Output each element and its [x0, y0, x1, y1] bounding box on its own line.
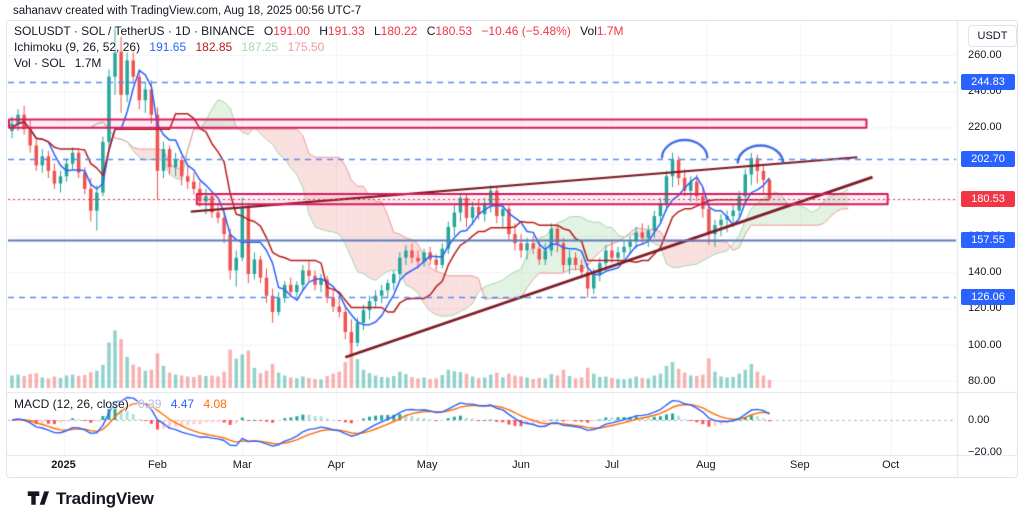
ichimoku-lead-a-value: 187.25 [241, 40, 279, 54]
price-tick-label: 100.00 [968, 338, 1002, 351]
vol-sol-value: 1.7M [74, 56, 102, 70]
time-axis-label: Jun [512, 459, 530, 471]
price-level-badge: 126.06 [961, 289, 1015, 306]
macd-tick-label: 0.00 [968, 414, 990, 426]
price-level-badge: 157.55 [961, 232, 1015, 249]
ichimoku-lead-b-value: 175.50 [287, 40, 325, 54]
time-axis-label: May [416, 459, 438, 471]
brand-footer: TradingView [26, 487, 154, 510]
symbol-title: SOLUSDT · SOL / TetherUS · 1D · BINANCE [14, 24, 255, 38]
close-value: 180.53 [435, 24, 473, 38]
time-axis-label: Mar [232, 459, 252, 471]
chart-legend: SOLUSDT · SOL / TetherUS · 1D · BINANCE … [14, 24, 624, 72]
currency-toggle-button[interactable]: USDT [968, 25, 1017, 47]
legend-volume-row[interactable]: Vol · SOL 1.7M [14, 56, 624, 71]
macd-signal-value: 4.08 [203, 397, 227, 411]
macd-legend-row[interactable]: MACD (12, 26, close) 0.39 4.47 4.08 [14, 397, 227, 411]
price-tick-label: 140.00 [968, 266, 1002, 279]
time-axis-label: Aug [696, 459, 716, 471]
low-value: 180.22 [380, 24, 418, 38]
ichimoku-conversion-value: 191.65 [149, 40, 187, 54]
price-tick-label: 120.00 [968, 302, 1002, 315]
time-axis-label: Apr [327, 459, 345, 471]
change-value: −10.46 (−5.48%) [481, 24, 571, 38]
close-label: C [426, 24, 436, 38]
price-tick-label: 260.00 [968, 49, 1002, 61]
price-level-badge: 202.70 [961, 150, 1015, 167]
macd-line-value: 4.47 [170, 397, 195, 411]
attribution-text: sahanavv created with TradingView.com, A… [13, 5, 362, 17]
time-axis-label: Jul [604, 459, 619, 471]
open-label: O [263, 24, 274, 38]
high-value: 191.33 [327, 24, 365, 38]
open-value: 191.00 [273, 24, 310, 38]
macd-label: MACD (12, 26, close) [14, 397, 129, 411]
price-tick-label: 220.00 [968, 121, 1002, 134]
time-axis-label: Oct [882, 459, 900, 471]
time-axis-label: 2025 [51, 459, 76, 471]
time-axis-label: Feb [147, 459, 167, 471]
macd-tick-label: −20.00 [968, 446, 1002, 458]
high-label: H [319, 24, 328, 38]
low-label: L [373, 24, 381, 38]
vol-sol-label: Vol · SOL [14, 56, 66, 70]
time-axis[interactable]: 2025 Feb Mar Apr May Jun Jul Aug Sep Oct [7, 456, 957, 478]
tradingview-logo-icon [27, 491, 49, 505]
legend-symbol-row[interactable]: SOLUSDT · SOL / TetherUS · 1D · BINANCE … [14, 24, 624, 39]
price-tick-label: 80.00 [968, 374, 996, 387]
volume-value: 1.7M [596, 24, 624, 38]
price-axis[interactable]: 260.00240.00220.00200.00180.00160.00140.… [958, 21, 1018, 478]
time-axis-label: Sep [790, 459, 810, 471]
legend-ichimoku-row[interactable]: Ichimoku (9, 26, 52, 26) 191.65 182.85 1… [14, 40, 624, 55]
ichimoku-label: Ichimoku (9, 26, 52, 26) [14, 40, 141, 54]
chart-canvas[interactable] [7, 21, 1018, 478]
price-level-badge: 180.53 [961, 190, 1015, 207]
ichimoku-base-value: 182.85 [195, 40, 233, 54]
volume-label: Vol [580, 24, 597, 38]
brand-name: TradingView [56, 488, 154, 508]
price-level-badge: 244.83 [961, 74, 1015, 91]
macd-hist-value: 0.39 [138, 397, 162, 411]
